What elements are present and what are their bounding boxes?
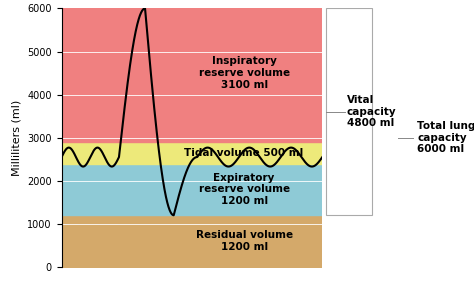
- Text: Inspiratory
reserve volume
3100 ml: Inspiratory reserve volume 3100 ml: [199, 56, 290, 90]
- Text: Tidal volume 500 ml: Tidal volume 500 ml: [184, 148, 304, 158]
- Text: Total lung
capacity
6000 ml: Total lung capacity 6000 ml: [417, 121, 474, 154]
- Y-axis label: Milliliters (ml): Milliliters (ml): [12, 99, 22, 176]
- Text: Residual volume
1200 ml: Residual volume 1200 ml: [196, 230, 292, 252]
- Text: Expiratory
reserve volume
1200 ml: Expiratory reserve volume 1200 ml: [199, 173, 290, 206]
- Text: Vital
capacity
4800 ml: Vital capacity 4800 ml: [346, 95, 396, 128]
- Bar: [326, 8, 372, 215]
